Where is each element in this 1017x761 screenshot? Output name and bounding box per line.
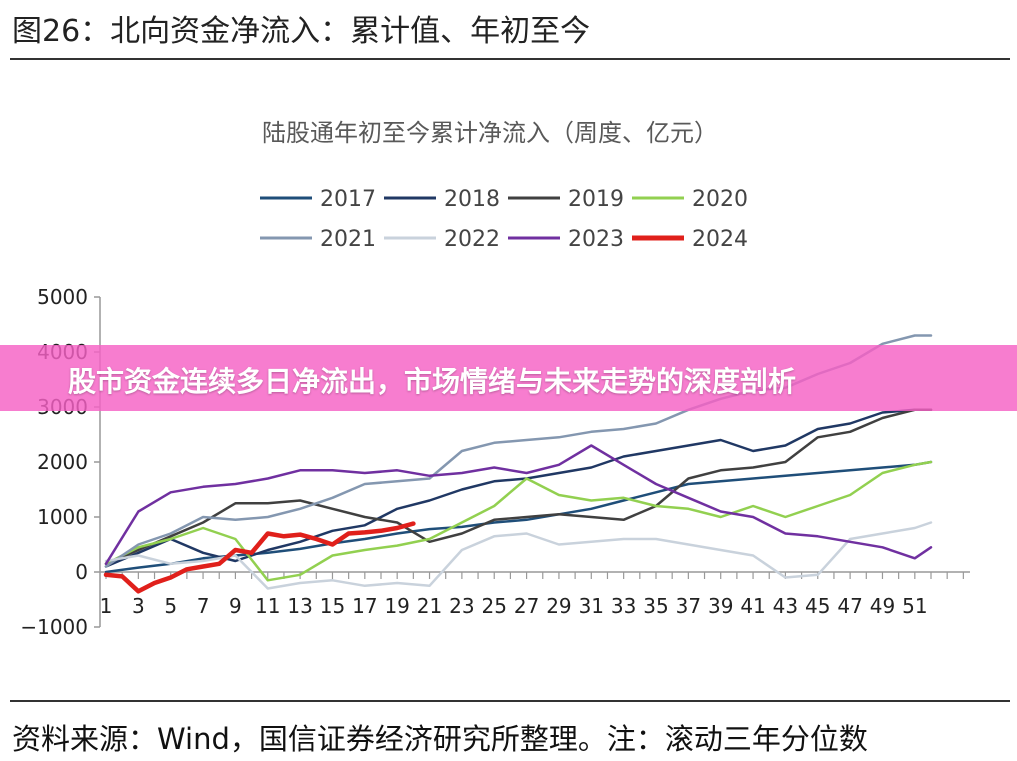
legend-label-2017: 2017 [320, 187, 376, 212]
x-tick-label: 51 [902, 594, 927, 618]
line-chart: 陆股通年初至今累计净流入（周度、亿元） 2017 2018 2019 2020 2021… [20, 119, 970, 639]
source-note: 资料来源：Wind，国信证券经济研究所整理。注：滚动三年分位数 [12, 722, 868, 756]
y-tick-label: −1000 [20, 615, 88, 639]
x-tick-label: 15 [320, 594, 345, 618]
legend-label-2021: 2021 [320, 227, 376, 252]
legend-label-2018: 2018 [444, 187, 500, 212]
x-tick-label: 25 [482, 594, 507, 618]
x-tick-label: 41 [740, 594, 765, 618]
x-tick-label: 37 [676, 594, 701, 618]
x-tick-label: 35 [643, 594, 668, 618]
x-tick-label: 27 [514, 594, 539, 618]
x-tick-label: 11 [255, 594, 280, 618]
legend-label-2019: 2019 [568, 187, 624, 212]
x-tick-label: 13 [287, 594, 312, 618]
x-tick-label: 21 [417, 594, 442, 618]
banner-text: 股市资金连续多日净流出，市场情绪与未来走势的深度剖析 [68, 365, 797, 398]
x-tick-label: 9 [229, 594, 242, 618]
x-tick-label: 23 [449, 594, 474, 618]
x-tick-label: 7 [197, 594, 210, 618]
y-tick-label: 2000 [37, 450, 88, 474]
x-tick-label: 33 [611, 594, 636, 618]
x-tick-label: 43 [773, 594, 798, 618]
legend: 2017 2018 2019 2020 2021 2022 2023 2024 [260, 187, 748, 252]
top-rule [10, 58, 1010, 60]
series-line-2019 [104, 408, 933, 566]
y-tick-label: 0 [75, 560, 88, 584]
x-tick-label: 3 [132, 594, 145, 618]
x-tick-label: 1 [100, 594, 113, 618]
y-tick-label: 5000 [37, 285, 88, 309]
x-tick-label: 17 [352, 594, 377, 618]
y-tick-label: 1000 [37, 505, 88, 529]
legend-label-2022: 2022 [444, 227, 500, 252]
x-tick-label: 29 [546, 594, 571, 618]
chart-title: 陆股通年初至今累计净流入（周度、亿元） [262, 119, 718, 147]
x-tick-label: 19 [384, 594, 409, 618]
axes: −100001000200030004000500013579111315171… [20, 285, 970, 639]
x-tick-label: 5 [164, 594, 177, 618]
x-tick-label: 39 [708, 594, 733, 618]
overlay-banner: 股市资金连续多日净流出，市场情绪与未来走势的深度剖析 [0, 345, 1017, 411]
figure-title: 图26：北向资金净流入：累计值、年初至今 [12, 14, 591, 49]
series-line-2022 [104, 521, 933, 590]
series-line-2024 [103, 521, 416, 594]
legend-label-2024: 2024 [692, 227, 748, 252]
legend-label-2023: 2023 [568, 227, 624, 252]
x-tick-label: 47 [837, 594, 862, 618]
series-line-2018 [104, 408, 933, 568]
x-tick-label: 31 [579, 594, 604, 618]
x-tick-label: 45 [805, 594, 830, 618]
legend-label-2020: 2020 [692, 187, 748, 212]
x-tick-label: 49 [870, 594, 895, 618]
series-line-2023 [104, 444, 933, 566]
bottom-rule [10, 700, 1010, 702]
